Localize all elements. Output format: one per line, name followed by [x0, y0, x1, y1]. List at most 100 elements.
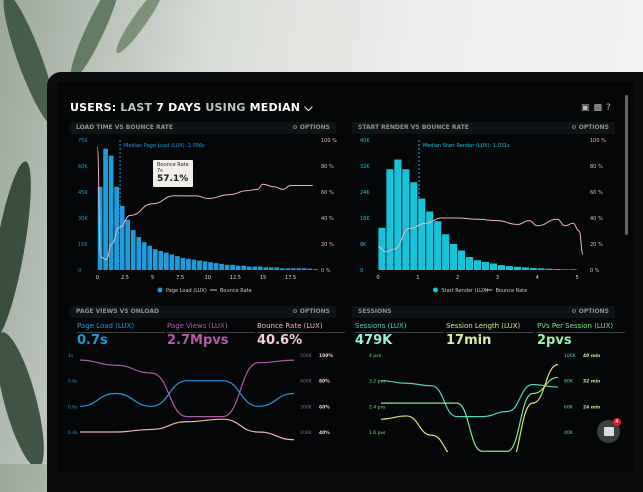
- y-tick-label: 0: [78, 268, 81, 274]
- legend-label: Bounce Rate: [220, 288, 252, 294]
- panel-header-start-render: START RENDER VS BOUNCE RATE ⚙ OPTIONS: [352, 122, 615, 134]
- y-tick-label: 0.8s: [68, 379, 78, 385]
- histogram-bar: [285, 268, 291, 270]
- y-tick-label: 40K: [360, 138, 370, 144]
- y-tick-label: 1s: [68, 353, 74, 359]
- histogram-bar: [537, 268, 545, 270]
- histogram-bar: [386, 169, 394, 270]
- y-right2-tick-label: 40%: [319, 430, 330, 436]
- histogram-bar: [313, 269, 318, 270]
- y-tick-label: 45K: [78, 190, 88, 196]
- histogram-bar: [561, 269, 569, 270]
- y-right2-tick-label: 32 min: [583, 379, 600, 385]
- desktop-icon[interactable]: ▣: [581, 103, 594, 113]
- histogram-bar: [235, 265, 241, 270]
- y-right-tick-label: 200K: [300, 430, 313, 436]
- histogram-bar: [108, 155, 114, 270]
- histogram-bar: [521, 267, 529, 270]
- median-annotation: Median Start Render (LUX): 1.031s: [423, 143, 510, 149]
- histogram-bar: [158, 250, 164, 270]
- x-tick-label: 5: [151, 275, 154, 281]
- histogram-bar: [458, 250, 466, 270]
- histogram-bar: [434, 221, 442, 270]
- options-button[interactable]: ⚙ OPTIONS: [571, 308, 609, 315]
- series-line-0: [380, 380, 559, 418]
- y-right2-tick-label: 40 min: [583, 353, 600, 359]
- options-button[interactable]: ⚙ OPTIONS: [571, 124, 609, 131]
- kpi-page-load: Page Load (LUX) 0.7s: [77, 322, 165, 348]
- y-tick-label: 0: [360, 268, 363, 274]
- series-line-2: [380, 364, 559, 452]
- y-right-tick-label: 60 %: [590, 190, 603, 196]
- y-right-tick-label: 80 %: [590, 164, 603, 170]
- x-tick-label: 15: [260, 275, 266, 281]
- x-tick-label: 0: [376, 275, 379, 281]
- histogram-bar: [114, 186, 120, 270]
- x-tick-label: 5: [575, 275, 578, 281]
- y-right-tick-label: 20 %: [321, 242, 334, 248]
- histogram-bar: [402, 169, 410, 270]
- histogram-bar: [489, 263, 498, 270]
- kpi-session-length: Session Length (LUX) 17min: [446, 322, 534, 348]
- histogram-bar: [224, 264, 230, 270]
- series-line-1: [79, 359, 295, 418]
- histogram-bar: [152, 249, 158, 270]
- bounce-rate-line: [377, 217, 584, 255]
- histogram-bar: [410, 182, 418, 270]
- y-right-tick-label: 300K: [300, 404, 313, 410]
- histogram-bar: [263, 267, 269, 270]
- notification-badge: 4: [613, 418, 621, 426]
- histogram-bar: [136, 237, 142, 270]
- x-tick-label: 2: [456, 275, 459, 281]
- options-button[interactable]: ⚙ OPTIONS: [292, 124, 330, 131]
- kpi-bounce-rate: Bounce Rate (LUX) 40.6%: [257, 322, 345, 348]
- y-tick-label: 3.2 pvs: [369, 379, 386, 385]
- histogram-bar: [481, 261, 490, 270]
- histogram-bar: [426, 211, 434, 270]
- histogram-bar: [241, 265, 247, 270]
- histogram-bar: [279, 268, 285, 270]
- chevron-down-icon[interactable]: ⌵: [304, 101, 313, 114]
- legend-marker: [433, 287, 438, 293]
- series-line-0: [79, 380, 295, 407]
- share-icon[interactable]: ▩: [593, 103, 607, 113]
- histogram-bar: [230, 264, 235, 270]
- page-title[interactable]: USERS: LAST 7 DAYS USING MEDIAN ⌵: [70, 101, 313, 114]
- histogram-bar: [268, 267, 274, 270]
- y-tick-label: 16K: [360, 216, 370, 222]
- histogram-bar: [553, 269, 561, 270]
- help-icon[interactable]: ?: [606, 103, 615, 113]
- x-tick-label: 2.5: [121, 275, 129, 281]
- y-right-tick-label: 100 %: [590, 138, 606, 144]
- y-right-tick-label: 80 %: [321, 164, 334, 170]
- x-tick-label: 10: [205, 275, 211, 281]
- series-line-2: [80, 418, 295, 441]
- histogram-bar: [497, 265, 505, 270]
- x-tick-label: 4: [536, 275, 539, 281]
- histogram-bar: [191, 259, 197, 270]
- y-right-tick-label: 60 %: [321, 190, 334, 196]
- y-right2-tick-label: 80%: [319, 379, 330, 385]
- chat-button[interactable]: [597, 420, 620, 443]
- histogram-bar: [147, 245, 153, 270]
- histogram-bar: [208, 262, 213, 270]
- histogram-bar: [163, 252, 169, 270]
- histogram-bar: [141, 242, 147, 270]
- histogram-bar: [202, 261, 208, 270]
- histogram-bar: [513, 266, 521, 270]
- y-right-tick-label: 40K: [564, 430, 574, 436]
- histogram-bar: [290, 268, 296, 270]
- bounce-rate-tooltip: Bounce Rate 7s 57.1%: [153, 160, 193, 187]
- histogram-bar: [296, 268, 302, 270]
- histogram-bar: [529, 268, 537, 270]
- x-tick-label: 12.5: [230, 275, 241, 281]
- x-tick-label: 7.5: [176, 275, 184, 281]
- scrollbar[interactable]: [625, 95, 628, 235]
- kpi-sessions: Sessions (LUX) 479K: [355, 322, 443, 348]
- y-right2-tick-label: 24 min: [583, 404, 600, 410]
- options-button[interactable]: ⚙ OPTIONS: [292, 308, 330, 315]
- panel-header-page-views: PAGE VIEWS VS ONLOAD ⚙ OPTIONS: [70, 306, 336, 318]
- legend-label: Start Render (LUX): [442, 288, 489, 294]
- histogram-bar: [252, 266, 258, 270]
